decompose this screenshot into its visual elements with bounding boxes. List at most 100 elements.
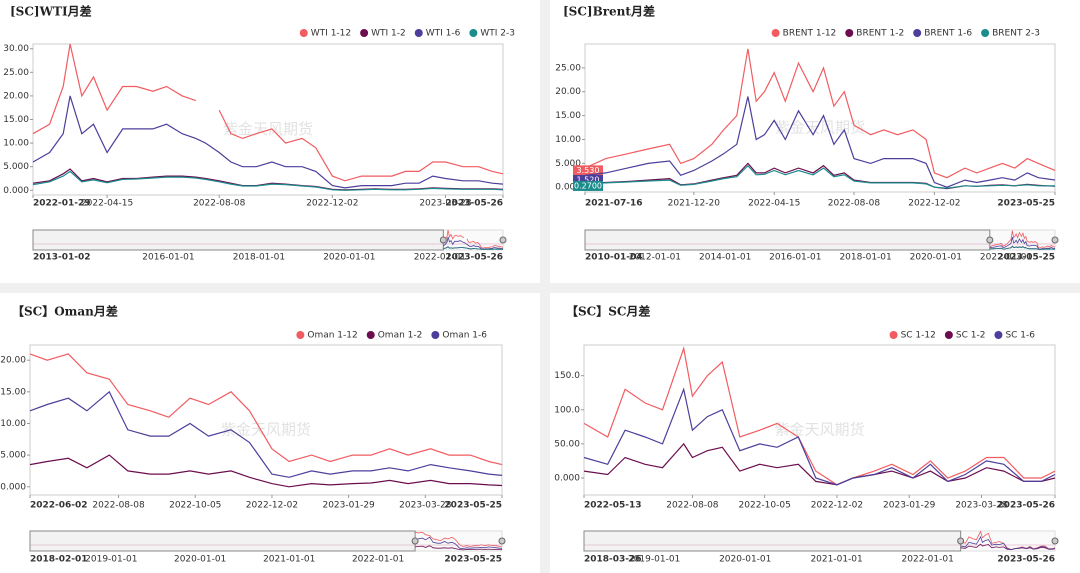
navigator-mask (29, 530, 416, 552)
y-tick-label: 15.00 (0, 387, 26, 397)
y-tick-label: 0.000 (3, 186, 29, 196)
series-line (584, 164, 1056, 189)
series-line (583, 387, 1056, 486)
series-line (583, 346, 1056, 486)
navigator-tick-label: 2023-05-26 (445, 253, 503, 263)
navigator-handle (498, 537, 506, 545)
legend-swatch (981, 29, 990, 37)
x-tick-label: 2022-04-15 (748, 199, 800, 209)
y-tick-label: 25.00 (555, 63, 581, 73)
y-tick-label: 0.000 (0, 482, 26, 492)
x-tick-label: 2022-08-08 (828, 199, 881, 209)
x-tick-label: 2022-04-15 (81, 199, 133, 209)
y-tick-label: 30.00 (3, 44, 29, 54)
series-line (584, 48, 1056, 179)
x-tick-label: 2021-07-16 (585, 199, 643, 209)
navigator-tick-label: 2020-01-01 (910, 253, 962, 263)
y-tick-label: 25.00 (3, 68, 29, 78)
y-tick-label: 50.00 (554, 439, 580, 449)
x-tick-label: 2022-10-05 (169, 501, 221, 511)
x-tick-label: 2022-08-08 (193, 199, 246, 209)
navigator-tick-label: 2016-01-01 (142, 253, 194, 263)
series-line (32, 95, 504, 189)
legend-swatch (296, 331, 305, 339)
x-tick-label: 2023-03-28 (399, 501, 452, 511)
navigator-line (960, 530, 1056, 551)
y-tick-label: 0.000 (555, 183, 581, 193)
watermark: 紫金天风期货 (223, 120, 313, 138)
legend-label: BRENT 1-6 (924, 29, 972, 39)
navigator-tick-label: 2018-03-26 (584, 555, 642, 565)
end-label: 3.530 (577, 166, 600, 175)
navigator-line (960, 543, 1056, 551)
y-tick-label: 5.000 (0, 451, 26, 461)
watermark: 紫金天风期货 (774, 421, 864, 439)
legend-label: BRENT 2-3 (992, 29, 1040, 39)
x-tick-label: 2023-05-25 (997, 199, 1055, 209)
navigator-handle (986, 236, 994, 244)
legend-swatch (944, 331, 953, 339)
navigator-tick-label: 2020-01-01 (719, 555, 771, 565)
y-tick-label: 20.00 (555, 87, 581, 97)
series-line (584, 96, 1056, 188)
legend-label: Oman 1-2 (378, 331, 423, 341)
x-tick-label: 2022-12-02 (246, 501, 298, 511)
y-tick-label: 150.0 (554, 371, 580, 381)
navigator-mask (32, 229, 444, 251)
legend-swatch (299, 29, 308, 37)
navigator-handle (411, 537, 419, 545)
end-label-box (573, 174, 603, 185)
x-tick-label: 2022-08-08 (666, 501, 719, 511)
navigator-tick-label: 2022-01-01 (902, 555, 954, 565)
navigator-tick-label: 2018-01-01 (233, 253, 285, 263)
x-tick-label: 2022-12-02 (306, 199, 358, 209)
legend-swatch (771, 29, 780, 37)
navigator-tick-label: 2022-01-01 (414, 253, 466, 263)
legend-label: BRENT 1-12 (783, 29, 837, 39)
navigator-tick-label: 2020-01-01 (174, 555, 226, 565)
x-tick-label: 2022-10-05 (739, 501, 791, 511)
legend-label: WTI 1-12 (311, 29, 351, 39)
x-tick-label: 2023-01-29 (322, 501, 375, 511)
legend-label: WTI 1-2 (371, 29, 406, 39)
legend-label: Oman 1-6 (442, 331, 487, 341)
navigator-mask (583, 530, 962, 552)
chart-title: 【SC】SC月差 (566, 304, 650, 319)
navigator-tick-label: 2021-01-01 (263, 555, 315, 565)
legend-swatch (414, 29, 423, 37)
navigator-line (415, 531, 503, 548)
legend-label: WTI 2-3 (480, 29, 515, 39)
x-tick-label: 2023-01-29 (883, 501, 936, 511)
y-tick-label: 100.0 (554, 405, 580, 415)
chart-title: [SC]WTI月差 (10, 4, 92, 19)
navigator-tick-label: 2019-01-01 (85, 555, 137, 565)
y-tick-label: 10.00 (3, 139, 29, 149)
navigator-tick-label: 2023-05-26 (997, 555, 1055, 565)
navigator-tick-label: 2018-01-01 (839, 253, 891, 263)
y-tick-label: 15.00 (3, 115, 29, 125)
panel (550, 293, 1080, 573)
navigator-line (989, 237, 1056, 250)
y-tick-label: 0.000 (554, 473, 580, 483)
legend-swatch (913, 29, 922, 37)
navigator-tick-label: 2012-01-01 (629, 253, 681, 263)
legend-label: Oman 1-12 (307, 331, 357, 341)
legend-swatch (431, 331, 440, 339)
legend-label: WTI 1-6 (426, 29, 461, 39)
series-line (32, 43, 504, 182)
legend-swatch (469, 29, 478, 37)
chart-title: [SC]Brent月差 (563, 4, 655, 19)
navigator-handle (1051, 537, 1059, 545)
legend-label: SC 1-2 (956, 331, 986, 341)
y-tick-label: 20.00 (0, 356, 26, 366)
series-line (583, 442, 1056, 486)
end-label-box (573, 165, 603, 176)
legend-label: BRENT 1-2 (856, 29, 904, 39)
panel (0, 293, 540, 573)
legend-swatch (845, 29, 854, 37)
series-line (29, 390, 503, 478)
x-tick-label: 2022-08-08 (92, 501, 145, 511)
x-tick-label: 2022-12-02 (908, 199, 960, 209)
navigator-tick-label: 2018-02-01 (30, 555, 88, 565)
